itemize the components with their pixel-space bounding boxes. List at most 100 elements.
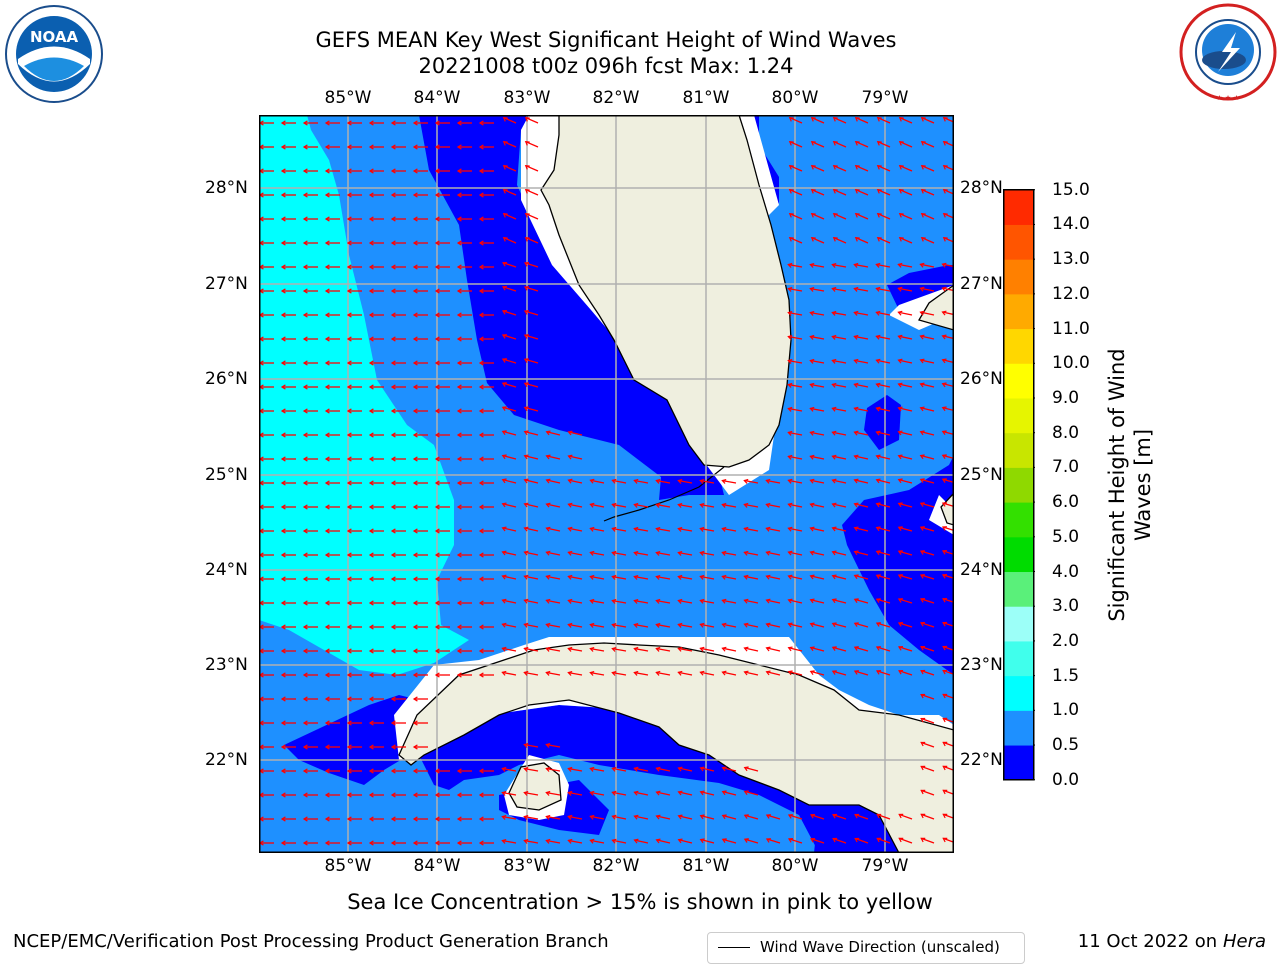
- wave-direction-arrowhead: [875, 550, 881, 556]
- wave-direction-arrowhead: [501, 814, 507, 820]
- wave-direction-arrowhead: [456, 576, 462, 582]
- wave-direction-arrowhead: [853, 358, 859, 364]
- wave-direction-arrow: [656, 503, 671, 508]
- wave-direction-arrow: [612, 527, 627, 532]
- wave-direction-arrowhead: [434, 216, 440, 222]
- wave-direction-arrow: [876, 311, 891, 316]
- ocean-0.0-0.5-fill: [419, 115, 724, 500]
- wave-direction-arrow: [898, 670, 913, 676]
- wave-direction-arrowhead: [502, 117, 508, 122]
- wave-direction-arrowhead: [434, 168, 440, 174]
- wave-direction-arrowhead: [765, 574, 771, 580]
- wave-direction-arrowhead: [831, 310, 837, 316]
- wave-direction-arrow: [678, 791, 693, 796]
- noaa-logo-text: NOAA: [30, 28, 79, 46]
- wave-direction-arrowhead: [390, 624, 396, 630]
- wave-direction-arrowhead: [765, 502, 771, 508]
- wave-direction-arrow: [590, 551, 605, 556]
- wave-direction-arrowhead: [677, 670, 683, 676]
- wave-direction-arrowhead: [787, 382, 793, 388]
- wave-direction-arrowhead: [302, 624, 308, 630]
- wave-direction-arrowhead: [809, 646, 815, 652]
- colorbar-tick-label: 7.0: [1052, 457, 1080, 478]
- wave-direction-arrowhead: [434, 672, 440, 678]
- wave-direction-arrow: [854, 622, 869, 628]
- wave-direction-arrow: [788, 838, 803, 844]
- wave-direction-arrowhead: [302, 504, 308, 510]
- wave-direction-arrow: [876, 383, 891, 388]
- wave-direction-arrowhead: [324, 624, 330, 630]
- wave-direction-arrowhead: [633, 790, 639, 796]
- wave-direction-arrowhead: [897, 334, 903, 340]
- wave-direction-arrowhead: [523, 334, 529, 339]
- wave-direction-arrow: [744, 790, 759, 796]
- wave-direction-arrowhead: [280, 648, 286, 654]
- wave-direction-arrowhead: [346, 384, 352, 390]
- wave-direction-arrowhead: [941, 262, 947, 268]
- wave-direction-arrowhead: [324, 312, 330, 318]
- colorbar-label-line2: Waves [m]: [1131, 428, 1155, 542]
- colorbar-cell: [1003, 363, 1034, 399]
- wave-direction-arrowhead: [787, 550, 793, 556]
- wave-direction-arrowhead: [832, 213, 838, 218]
- wave-direction-arrowhead: [324, 408, 330, 414]
- wave-direction-arrow: [502, 671, 517, 676]
- wave-direction-arrowhead: [501, 285, 508, 291]
- wave-direction-arrowhead: [920, 741, 926, 747]
- wave-direction-arrowhead: [897, 454, 903, 460]
- wave-direction-arrow: [502, 623, 517, 628]
- wave-direction-arrowhead: [655, 838, 661, 844]
- wave-direction-arrowhead: [831, 430, 837, 436]
- wave-direction-arrowhead: [434, 576, 440, 582]
- wave-direction-arrowhead: [831, 286, 837, 292]
- wave-direction-arrowhead: [545, 814, 551, 820]
- longitude-tick-label: 84°W: [413, 856, 461, 876]
- wave-direction-arrowhead: [743, 814, 749, 819]
- wave-direction-arrowhead: [346, 168, 352, 174]
- wave-direction-arrowhead: [280, 120, 286, 126]
- wave-direction-arrowhead: [412, 840, 418, 846]
- wave-direction-arrowhead: [699, 646, 705, 652]
- wave-direction-arrow: [810, 335, 825, 340]
- wave-direction-arrow: [700, 791, 715, 796]
- wave-direction-arrowhead: [346, 720, 352, 726]
- wave-direction-arrow: [502, 430, 517, 436]
- isle-of-youth-land: [508, 762, 562, 811]
- wave-direction-arrow: [920, 646, 935, 652]
- wave-direction-arrowhead: [897, 526, 903, 531]
- wave-direction-arrowhead: [390, 456, 396, 462]
- wave-direction-arrowhead: [898, 117, 904, 122]
- wave-direction-arrow: [898, 598, 913, 604]
- wave-direction-arrow: [700, 767, 715, 772]
- wave-direction-arrowhead: [655, 502, 661, 508]
- wave-direction-arrow: [854, 574, 869, 580]
- wave-direction-arrowhead: [853, 670, 859, 675]
- wave-direction-arrowhead: [611, 838, 617, 844]
- wave-direction-arrowhead: [280, 744, 286, 750]
- wave-direction-arrowhead: [302, 288, 308, 294]
- wave-direction-arrowhead: [280, 384, 286, 390]
- wave-direction-arrowhead: [478, 552, 484, 558]
- wave-direction-arrowhead: [545, 670, 551, 676]
- colorbar-cell: [1003, 224, 1034, 260]
- wave-direction-arrowhead: [456, 336, 462, 342]
- wave-direction-arrowhead: [501, 526, 507, 532]
- wave-direction-arrowhead: [942, 237, 948, 242]
- wave-direction-arrow: [876, 287, 891, 292]
- wave-direction-arrowhead: [280, 456, 286, 462]
- wave-direction-arrow: [788, 670, 803, 676]
- wave-direction-arrowhead: [412, 792, 418, 798]
- wave-direction-arrow: [898, 646, 913, 652]
- wave-direction-arrow: [546, 455, 561, 460]
- wave-direction-arrow: [634, 671, 649, 676]
- wave-direction-arrow: [833, 189, 847, 196]
- wave-direction-arrowhead: [810, 189, 816, 194]
- wave-direction-arrow: [634, 503, 649, 508]
- wave-direction-arrow: [722, 790, 737, 796]
- wave-direction-arrowhead: [324, 384, 330, 390]
- wave-direction-arrowhead: [324, 600, 330, 606]
- wave-direction-arrowhead: [456, 840, 462, 846]
- wave-direction-arrowhead: [545, 430, 551, 436]
- wave-direction-arrow: [546, 575, 561, 580]
- wave-direction-arrowhead: [633, 670, 639, 676]
